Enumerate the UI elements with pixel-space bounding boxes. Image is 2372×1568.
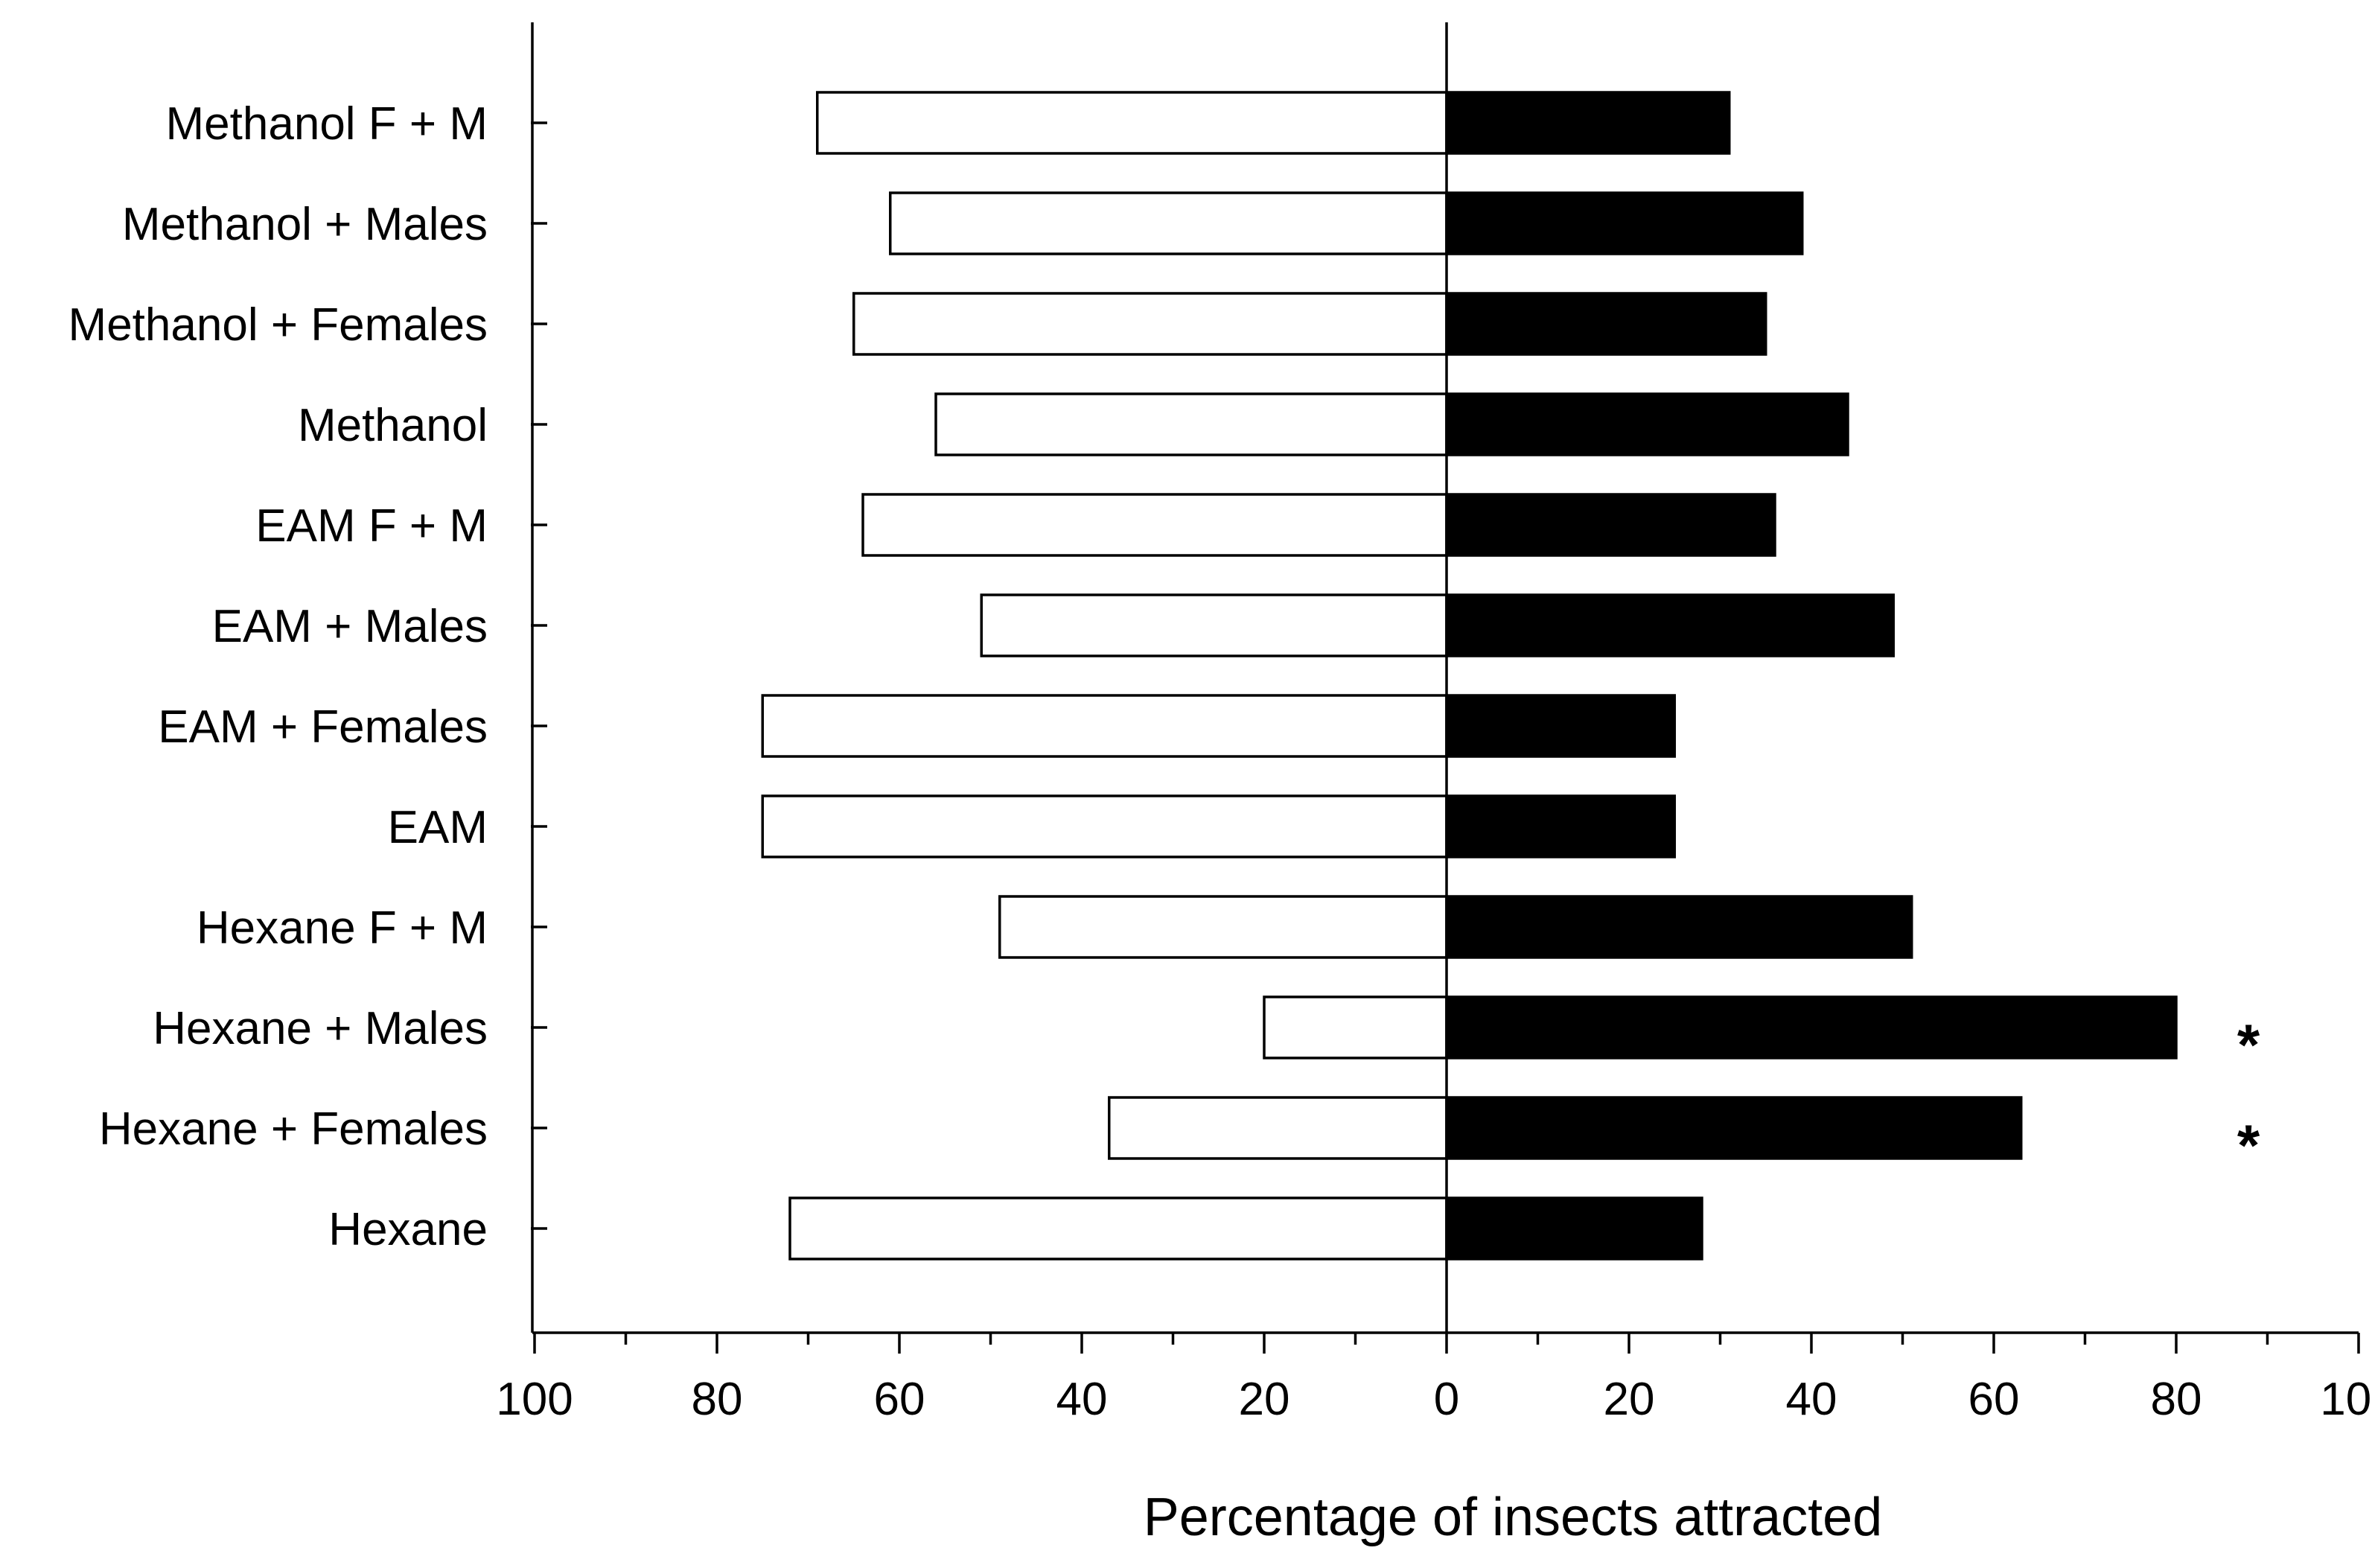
bar-right-3	[1445, 392, 1849, 456]
category-label-4: EAM F + M	[255, 500, 488, 552]
category-label-9: Hexane + Males	[153, 1003, 488, 1054]
category-label-0: Methanol F + M	[166, 98, 488, 150]
category-label-2: Methanol + Females	[68, 299, 488, 351]
category-label-8: Hexane F + M	[197, 902, 488, 954]
bar-right-2	[1445, 292, 1767, 356]
x-tick-label-right-3: 80	[2151, 1374, 2202, 1425]
bar-left-7	[761, 794, 1448, 858]
bar-left-9	[1263, 995, 1448, 1059]
significance-mark-0: *	[2237, 1012, 2260, 1077]
x-tick-label-right-0: 20	[1604, 1374, 1655, 1425]
x-tick-label-left-3: 40	[1056, 1374, 1108, 1425]
bar-left-11	[788, 1196, 1448, 1261]
bar-left-1	[889, 191, 1448, 255]
x-tick-label-left-1: 80	[692, 1374, 743, 1425]
category-label-1: Methanol + Males	[122, 199, 488, 250]
bar-right-9	[1445, 995, 2178, 1059]
bar-right-7	[1445, 794, 1676, 858]
bar-left-2	[852, 292, 1448, 356]
bar-left-4	[861, 493, 1448, 557]
category-label-6: EAM + Females	[158, 701, 488, 753]
bar-left-0	[816, 91, 1448, 155]
bar-right-10	[1445, 1096, 2023, 1160]
x-tick-label-left-4: 20	[1239, 1374, 1290, 1425]
bar-right-6	[1445, 694, 1676, 758]
x-tick-label-left-2: 60	[874, 1374, 925, 1425]
x-axis-title: Percentage of insects attracted	[1144, 1488, 1883, 1547]
labels-group: Methanol F + M Methanol + Males Methanol +…	[68, 98, 2372, 1425]
category-label-3: Methanol	[298, 400, 488, 451]
bar-left-3	[934, 392, 1448, 456]
x-tick-label-left-5: 0	[1434, 1374, 1459, 1425]
bar-left-10	[1108, 1096, 1448, 1160]
bar-right-8	[1445, 895, 1913, 959]
category-label-5: EAM + Males	[212, 601, 488, 652]
x-tick-label-left-0: 100	[496, 1374, 573, 1425]
bar-right-0	[1445, 91, 1731, 155]
category-label-7: EAM	[388, 802, 488, 853]
category-label-10: Hexane + Females	[99, 1103, 488, 1155]
bar-right-4	[1445, 493, 1776, 557]
bar-right-5	[1445, 593, 1895, 657]
bar-right-1	[1445, 191, 1804, 255]
category-label-11: Hexane	[328, 1204, 488, 1255]
x-tick-label-right-4: 100	[2320, 1374, 2372, 1425]
x-tick-label-right-2: 60	[1968, 1374, 2020, 1425]
bars-group	[761, 91, 2178, 1261]
axes-group	[531, 22, 2360, 1354]
x-tick-label-right-1: 40	[1786, 1374, 1837, 1425]
significance-mark-1: *	[2237, 1112, 2260, 1178]
bar-left-5	[980, 593, 1448, 657]
bar-left-6	[761, 694, 1448, 758]
bar-left-8	[998, 895, 1448, 959]
bar-right-11	[1445, 1196, 1703, 1261]
